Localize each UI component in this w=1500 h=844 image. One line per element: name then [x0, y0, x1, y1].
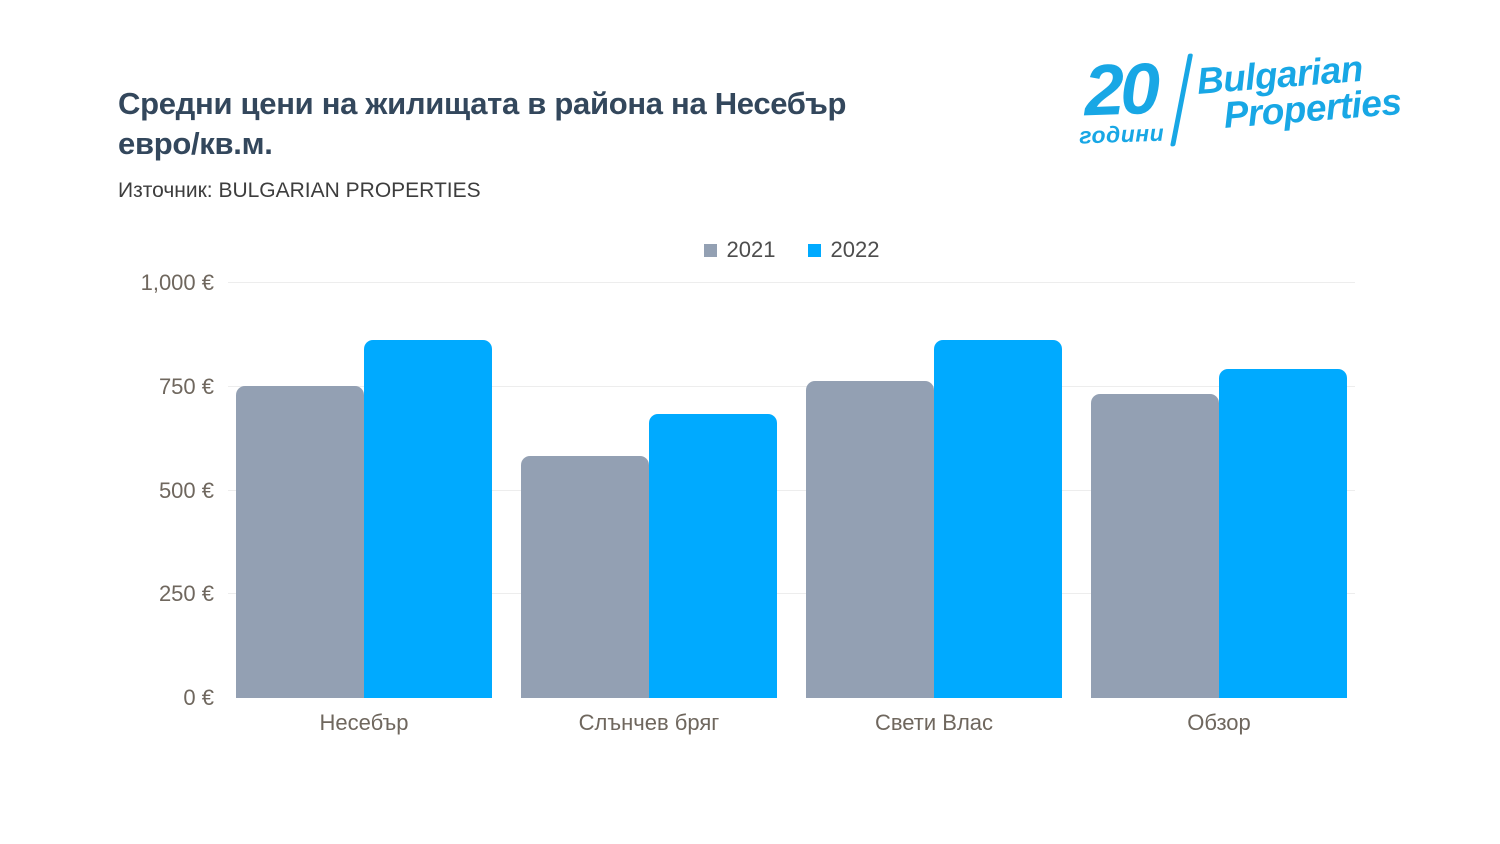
bar-group: Свети Влас — [806, 283, 1062, 735]
y-axis-tick-label: 1,000 € — [140, 270, 214, 295]
y-axis-tick-label: 0 € — [183, 685, 214, 710]
logo-anniversary-number: 20 — [1082, 48, 1158, 132]
bar-group: Обзор — [1091, 283, 1347, 735]
legend-item-2022[interactable]: 2022 — [807, 237, 880, 263]
logo-anniversary: 20 години — [1076, 48, 1165, 150]
gridline — [228, 385, 1355, 387]
x-axis-category-label: Несебър — [319, 710, 409, 735]
page-title-line1: Средни цени на жилищата в района на Несе… — [118, 86, 847, 121]
bar-2022[interactable] — [934, 339, 1062, 698]
x-axis-category-label: Обзор — [1187, 710, 1251, 735]
x-axis-category-label: Свети Влас — [874, 710, 994, 735]
bar-group: Несебър — [236, 283, 492, 735]
gridline — [228, 593, 1355, 595]
y-axis-tick-label: 500 € — [158, 477, 214, 503]
x-axis-category-label: Слънчев бряг — [578, 710, 720, 735]
y-axis-tick-label: 750 € — [158, 373, 214, 399]
chart-legend: 2021 2022 — [228, 237, 1355, 263]
bar-2022[interactable] — [1219, 368, 1347, 698]
bar-chart-plot-area: 0 € 250 € 500 € 750 € 1,000 € Несебър Слънчев … — [141, 270, 1355, 735]
bar-2022[interactable] — [649, 413, 777, 698]
legend-label-2022: 2022 — [830, 237, 880, 262]
page-title: Средни цени на жилищата в района на Несе… — [118, 84, 1018, 163]
logo-brand-name: Bulgarian Properties — [1195, 38, 1402, 136]
y-axis-tick-label: 250 € — [158, 581, 214, 607]
gridline — [228, 489, 1355, 491]
legend-item-2021[interactable]: 2021 — [703, 237, 776, 263]
logo-anniversary-word: години — [1078, 119, 1165, 149]
legend-label-2021: 2021 — [726, 237, 776, 262]
bar-2021[interactable] — [236, 385, 364, 698]
gridline — [228, 282, 1355, 283]
bulgarian-properties-logo: 20 години Bulgarian Properties — [1076, 42, 1403, 150]
bar-2021[interactable] — [806, 380, 934, 698]
bar-2021[interactable] — [1091, 393, 1219, 698]
logo-divider-slash — [1170, 53, 1194, 147]
page-title-line2: евро/кв.м. — [118, 125, 273, 161]
source-caption: Източник: BULGARIAN PROPERTIES — [118, 179, 481, 202]
bar-group: Слънчев бряг — [521, 283, 777, 735]
legend-swatch-2022 — [807, 243, 821, 257]
bar-2022[interactable] — [364, 339, 492, 698]
bar-2021[interactable] — [521, 456, 649, 698]
legend-swatch-2021 — [703, 243, 717, 257]
bar-groups: Несебър Слънчев бряг Свети Влас Обзор — [228, 283, 1355, 735]
